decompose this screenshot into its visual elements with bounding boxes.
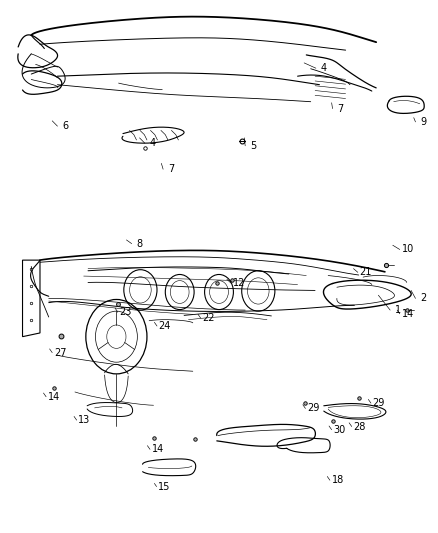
Text: 21: 21	[360, 268, 372, 277]
Text: 4: 4	[149, 138, 155, 148]
Text: 7: 7	[337, 103, 343, 114]
Text: 9: 9	[420, 117, 427, 127]
Text: 13: 13	[78, 415, 91, 425]
Text: 10: 10	[402, 245, 414, 254]
Text: 18: 18	[332, 475, 344, 485]
Text: 2: 2	[420, 293, 427, 303]
Text: 29: 29	[307, 403, 319, 414]
Text: 8: 8	[137, 239, 143, 248]
Text: 7: 7	[168, 164, 174, 174]
Text: 24: 24	[159, 321, 171, 331]
Text: 28: 28	[353, 422, 366, 432]
Text: 1: 1	[395, 305, 401, 315]
Text: 23: 23	[120, 307, 132, 317]
Text: 14: 14	[402, 309, 414, 319]
Text: 5: 5	[250, 141, 256, 151]
Text: 14: 14	[152, 445, 164, 454]
Text: 4: 4	[321, 63, 327, 73]
Text: 30: 30	[333, 425, 346, 435]
Text: 14: 14	[48, 392, 60, 402]
Text: 12: 12	[233, 278, 245, 288]
Text: 6: 6	[62, 121, 68, 131]
Text: 29: 29	[373, 398, 385, 408]
Text: 27: 27	[54, 348, 66, 358]
Text: 15: 15	[158, 482, 171, 491]
Text: 22: 22	[202, 313, 215, 323]
